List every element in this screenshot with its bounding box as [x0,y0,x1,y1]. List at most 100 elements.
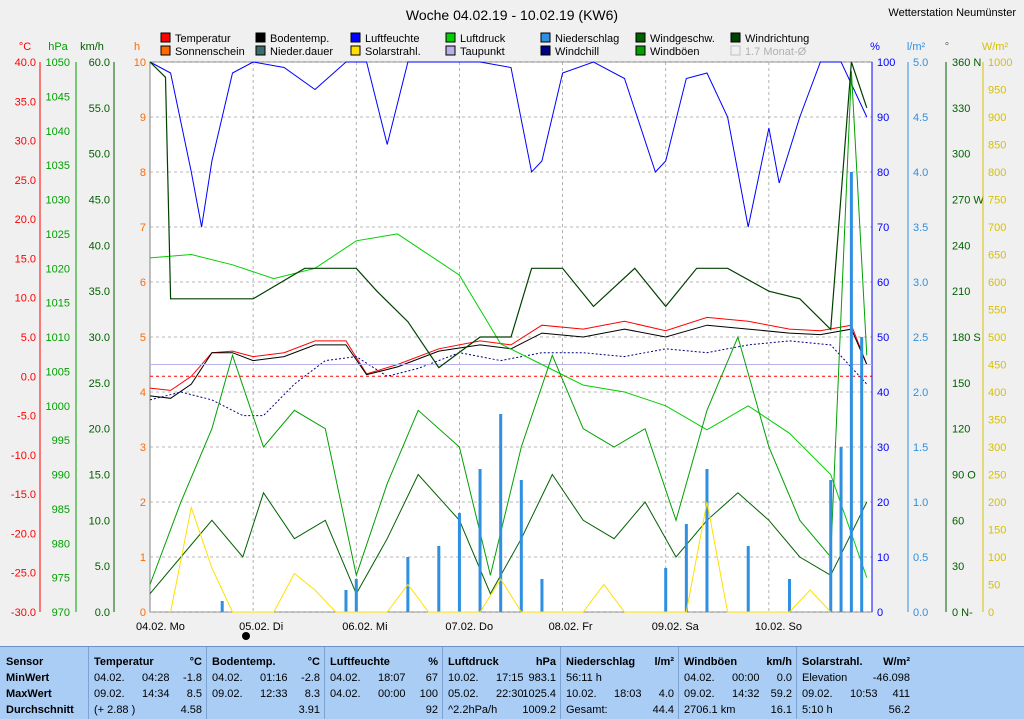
humidity-tick: 90 [877,112,889,124]
hours-tick: 5 [140,332,146,344]
hours-tick: 10 [134,57,146,69]
solar-tick: 700 [988,222,1006,234]
solar-tick: 650 [988,250,1006,262]
series-line [149,61,868,369]
solar-tick: 400 [988,387,1006,399]
stats-cell: 09.02. 12:33 8.3 [212,688,320,700]
axis-unit: ° [945,41,949,53]
rain-bar [478,469,482,612]
legend-label: Solarstrahl. [365,46,421,58]
hours-tick: 8 [140,167,146,179]
wind-tick: 55.0 [89,103,110,115]
direction-tick: 360 N [952,57,981,69]
stats-divider [678,647,679,719]
rain-tick: 2.0 [913,387,928,399]
pressure-tick: 975 [52,573,70,585]
stats-cell: 3.91 [298,704,320,716]
temp-tick: -20.0 [11,528,36,540]
solar-tick: 350 [988,415,1006,427]
rain-bar [787,579,791,612]
series-line [149,233,868,578]
temp-tick: 25.0 [15,175,36,187]
temp-tick: 40.0 [15,57,36,69]
humidity-tick: 80 [877,167,889,179]
statistics-table: Sensor MinWert MaxWert Durchschnitt Temperat… [0,646,1024,719]
series-line [149,71,868,585]
pressure-tick: 1040 [46,126,70,138]
rain-bar [829,480,833,612]
stats-header: Windböen km/h [684,656,792,668]
series-line [149,61,868,228]
rain-bar [354,579,358,612]
direction-tick: 60 [952,515,964,527]
stats-cell: 09.02. 14:32 59.2 [684,688,792,700]
direction-tick: 0 N- [952,607,973,619]
stats-cell: 05.02. 22:30 1025.4 [448,688,556,700]
stats-header: Niederschlag l/m² [566,656,674,668]
pressure-tick: 1030 [46,195,70,207]
humidity-tick: 100 [877,57,895,69]
stats-cell: 2706.1 km 16.1 [684,704,792,716]
hours-tick: 7 [140,222,146,234]
direction-tick: 120 [952,424,970,436]
rain-bar [684,524,688,612]
stats-cell: 10.02. 17:15 983.1 [448,672,556,684]
series-line [149,316,868,391]
stats-cell: Gesamt: 44.4 [566,704,674,716]
rain-bar [344,590,348,612]
temp-tick: 5.0 [21,332,36,344]
legend-label: Windböen [650,46,700,58]
temp-tick: 35.0 [15,96,36,108]
stats-divider [206,647,207,719]
legend-label: Temperatur [175,33,231,45]
stats-cell: 5:10 h 56.2 [802,704,910,716]
solar-tick: 600 [988,277,1006,289]
wind-tick: 0.0 [95,607,110,619]
stats-cell: (+ 2.88 ) 4.58 [94,704,202,716]
hours-tick: 3 [140,442,146,454]
legend-label: Windgeschw. [650,33,715,45]
axis-unit: W/m² [982,41,1009,53]
solar-tick: 450 [988,360,1006,372]
hours-tick: 6 [140,277,146,289]
solar-tick: 200 [988,497,1006,509]
pressure-tick: 1020 [46,263,70,275]
legend-swatch [350,45,361,56]
direction-tick: 300 [952,149,970,161]
wind-tick: 20.0 [89,424,110,436]
stats-divider [560,647,561,719]
stats-column: Temperatur °C 04.02. 04:28 -1.8 09.02. 14:34 8.… [88,647,206,719]
series-line [170,501,832,613]
rain-bar [499,414,503,612]
day-label: 08.02. Fr [549,621,593,633]
rain-bar [437,546,441,612]
series-line [149,324,868,399]
rain-bar [839,447,843,612]
legend-label: Nieder.dauer [270,46,333,58]
stats-header: Luftfeuchte% [330,656,438,668]
rain-bar [860,337,864,612]
stats-cell: 56:11 h [566,672,602,684]
stats-header: Solarstrahl. W/m² [802,656,910,668]
humidity-tick: 30 [877,442,889,454]
humidity-tick: 40 [877,387,889,399]
legend-swatch [255,45,266,56]
day-label: 04.02. Mo [136,621,185,633]
station-name: Wetterstation Neumünster [888,7,1016,19]
solar-tick: 800 [988,167,1006,179]
stats-cell: 04.02. 00:00 100 [330,688,438,700]
legend-swatch [540,45,551,56]
humidity-tick: 60 [877,277,889,289]
solar-tick: 750 [988,195,1006,207]
day-label: 05.02. Di [239,621,283,633]
rain-bar [746,546,750,612]
legend-label: Bodentemp. [270,33,329,45]
rain-bar [705,469,709,612]
stats-cell: 92 [425,704,438,716]
humidity-tick: 20 [877,497,889,509]
stats-cell: Durchschnitt [6,704,74,716]
rain-tick: 0.5 [913,552,928,564]
pressure-tick: 1035 [46,160,70,172]
legend-label: Luftfeuchte [365,33,419,45]
rain-tick: 1.5 [913,442,928,454]
